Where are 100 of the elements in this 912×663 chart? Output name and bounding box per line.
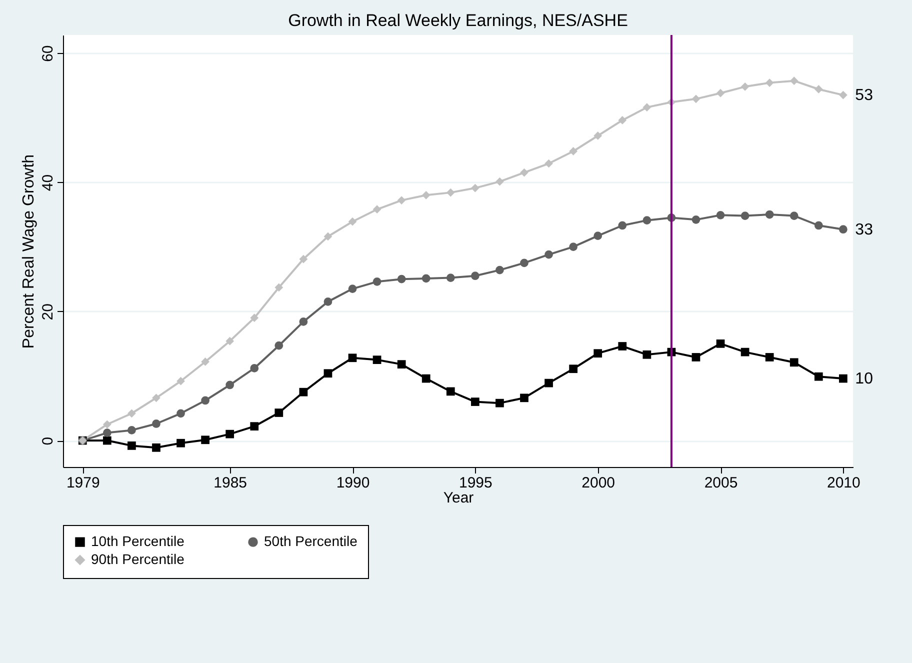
data-label: 33 (855, 221, 874, 238)
point (642, 103, 652, 112)
point (422, 274, 430, 283)
point (397, 360, 406, 369)
point (740, 212, 750, 220)
point (642, 350, 652, 359)
point (422, 190, 430, 200)
point (790, 76, 798, 86)
point (569, 147, 578, 156)
x-tick-label: 2010 (827, 474, 860, 492)
point (470, 272, 480, 280)
point (814, 85, 823, 94)
point (839, 225, 848, 234)
point (520, 258, 528, 268)
point (692, 353, 700, 362)
point (594, 232, 602, 240)
point (520, 168, 528, 177)
point (201, 358, 210, 366)
point (250, 314, 259, 322)
point (176, 376, 185, 386)
point (765, 210, 774, 219)
point (618, 221, 627, 230)
point (102, 420, 112, 429)
x-tick-label: 2000 (582, 474, 616, 492)
point (716, 210, 725, 220)
point (569, 364, 578, 374)
point (176, 409, 185, 418)
y-axis-title: Percent Real Wage Growth (20, 154, 38, 349)
x-tick-label: 2005 (704, 474, 738, 492)
point (176, 438, 185, 448)
point (446, 387, 455, 396)
point (128, 442, 136, 450)
point (348, 284, 357, 293)
point (470, 398, 480, 406)
point (740, 348, 750, 356)
point (716, 339, 725, 348)
x-tick-label: 1979 (66, 474, 100, 492)
point (569, 242, 578, 251)
point (274, 341, 284, 350)
point (692, 94, 700, 104)
point (594, 132, 602, 140)
point (201, 436, 210, 444)
point (765, 353, 774, 362)
point (446, 188, 455, 197)
point (642, 216, 652, 224)
chart-title: Growth in Real Weekly Earnings, NES/ASHE (288, 11, 628, 30)
point (496, 398, 504, 408)
point (692, 216, 700, 224)
point (128, 409, 136, 418)
point (324, 369, 332, 378)
x-axis-title: Year (443, 490, 474, 506)
y-tick-label: 20 (40, 304, 56, 320)
y-tick-label: 40 (40, 174, 56, 192)
x-tick-label: 1990 (336, 474, 370, 492)
point (128, 426, 136, 434)
point (544, 250, 553, 259)
point (201, 396, 210, 405)
point (372, 278, 382, 286)
point (102, 428, 112, 437)
point (324, 232, 332, 241)
point (422, 374, 430, 383)
point (226, 430, 234, 438)
point (250, 364, 259, 372)
point (226, 380, 234, 390)
point (839, 90, 848, 100)
x-tick-label: 1985 (214, 474, 248, 492)
point (348, 354, 357, 362)
point (716, 88, 725, 98)
point (372, 205, 382, 214)
point (544, 378, 553, 388)
point (496, 177, 504, 186)
point (397, 196, 406, 204)
point (765, 78, 774, 87)
point (446, 274, 455, 282)
point (324, 298, 332, 306)
point (544, 159, 553, 168)
point (274, 408, 284, 417)
point (152, 394, 160, 402)
point (594, 349, 602, 358)
point (740, 82, 750, 91)
point (299, 388, 308, 396)
point (299, 318, 308, 326)
point (348, 217, 357, 226)
x-tick-label: 1995 (458, 474, 492, 492)
point (839, 374, 848, 383)
point (250, 422, 259, 430)
point (152, 420, 160, 428)
point (814, 372, 823, 381)
point (618, 342, 627, 350)
legend-label: 10th Percentile (91, 533, 185, 550)
point (152, 443, 160, 452)
legend-label: 50th Percentile (264, 533, 358, 550)
data-label: 10 (855, 370, 874, 388)
point (372, 356, 382, 364)
y-tick-label: 0 (40, 436, 56, 446)
point (790, 358, 798, 367)
point (496, 266, 504, 274)
point (790, 212, 798, 220)
point (520, 394, 528, 402)
point (397, 274, 406, 284)
